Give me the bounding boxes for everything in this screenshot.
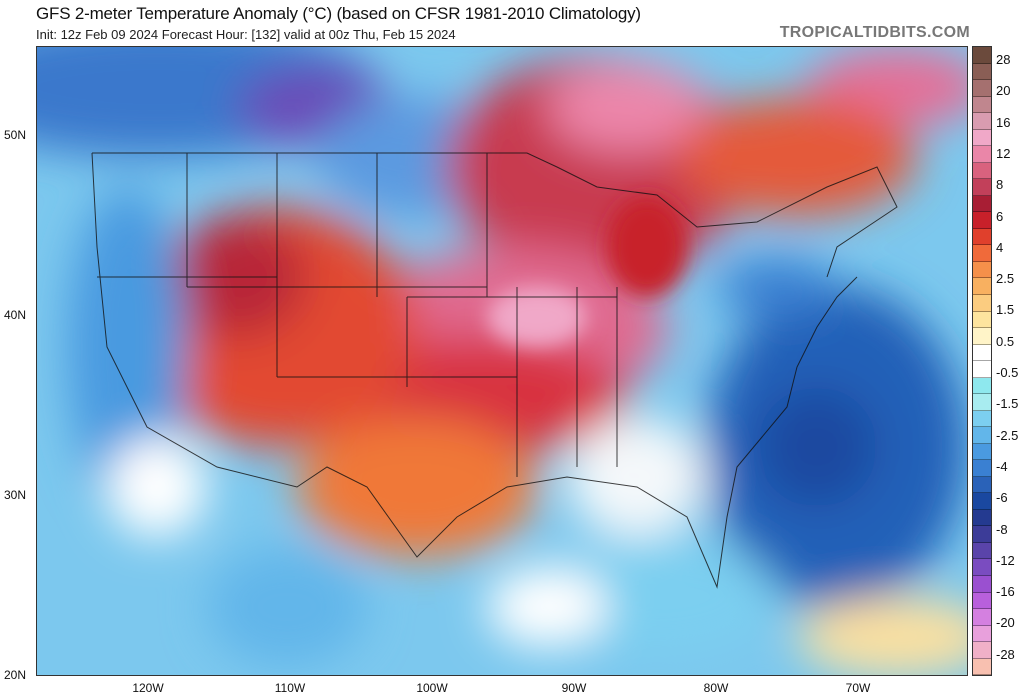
colorbar-bin xyxy=(973,427,991,444)
colorbar-bin xyxy=(973,113,991,130)
colorbar-bin xyxy=(973,195,991,213)
colorbar-bin xyxy=(973,228,991,246)
colorbar-label: -12 xyxy=(996,552,1015,568)
colorbar-bin xyxy=(973,625,991,643)
colorbar-bin xyxy=(973,162,991,180)
colorbar-bin xyxy=(973,47,991,64)
colorbar-label: -1.5 xyxy=(996,396,1019,412)
forecast-info: Init: 12z Feb 09 2024 Forecast Hour: [13… xyxy=(36,27,456,42)
lat-label: 40N xyxy=(4,308,27,322)
colorbar xyxy=(972,46,992,676)
temperature-anomaly-map xyxy=(36,46,968,676)
colorbar-label: 6 xyxy=(996,208,1004,224)
lon-label: 70W xyxy=(845,681,871,695)
colorbar-label: 20 xyxy=(996,83,1011,99)
colorbar-bin xyxy=(973,294,991,312)
lon-label: 110W xyxy=(274,681,306,695)
colorbar-bin xyxy=(973,344,991,362)
colorbar-label: 1.5 xyxy=(996,302,1015,318)
colorbar-bin xyxy=(973,609,991,626)
colorbar-bin xyxy=(973,592,991,610)
colorbar-label: -8 xyxy=(996,521,1008,537)
colorbar-bin xyxy=(973,559,991,576)
colorbar-bin xyxy=(973,526,991,543)
colorbar-bin xyxy=(973,509,991,527)
lon-label: 100W xyxy=(416,681,448,695)
colorbar-label: 0.5 xyxy=(996,333,1015,349)
colorbar-bin xyxy=(973,129,991,147)
colorbar-bin xyxy=(973,311,991,329)
colorbar-label: -2.5 xyxy=(996,427,1019,443)
lon-label: 90W xyxy=(561,681,587,695)
colorbar-bin xyxy=(973,460,991,477)
colorbar-bin xyxy=(973,63,991,81)
colorbar-label: -0.5 xyxy=(996,365,1019,380)
colorbar-label: 8 xyxy=(996,177,1004,193)
colorbar-bin xyxy=(973,328,991,345)
colorbar-bin xyxy=(973,410,991,428)
colorbar-bin xyxy=(973,278,991,295)
lon-label: 120W xyxy=(132,681,164,695)
colorbar-bin xyxy=(973,80,991,97)
colorbar-bin xyxy=(973,493,991,510)
colorbar-bin xyxy=(973,96,991,114)
site-brand: TROPICALTIDBITS.COM xyxy=(779,24,970,41)
colorbar-bin xyxy=(973,179,991,196)
colorbar-bin xyxy=(973,377,991,395)
colorbar-label: 16 xyxy=(996,114,1011,130)
colorbar-label: 28 xyxy=(996,52,1011,67)
colorbar-bin xyxy=(973,261,991,279)
colorbar-bin xyxy=(973,394,991,411)
colorbar-bin xyxy=(973,212,991,229)
colorbar-label: 2.5 xyxy=(996,271,1015,287)
colorbar-label: -4 xyxy=(996,458,1008,474)
colorbar-bin xyxy=(973,146,991,163)
colorbar-bin xyxy=(973,245,991,262)
colorbar-bin xyxy=(973,542,991,560)
lat-label: 20N xyxy=(4,668,27,682)
colorbar-label: -16 xyxy=(996,584,1015,600)
colorbar-label: -6 xyxy=(996,490,1008,506)
colorbar-label: 12 xyxy=(996,145,1011,161)
lat-label: 30N xyxy=(4,488,27,502)
colorbar-bin xyxy=(973,361,991,378)
colorbar-bin xyxy=(973,443,991,461)
colorbar-bin xyxy=(973,476,991,494)
colorbar-label: -28 xyxy=(996,646,1015,662)
lat-label: 50N xyxy=(4,128,27,142)
colorbar-bin xyxy=(973,658,991,676)
colorbar-bin xyxy=(973,642,991,659)
chart-title: GFS 2-meter Temperature Anomaly (°C) (ba… xyxy=(36,4,641,23)
colorbar-label: 4 xyxy=(996,239,1004,255)
colorbar-bin xyxy=(973,576,991,593)
colorbar-label: -20 xyxy=(996,615,1015,631)
lon-label: 80W xyxy=(703,681,729,695)
